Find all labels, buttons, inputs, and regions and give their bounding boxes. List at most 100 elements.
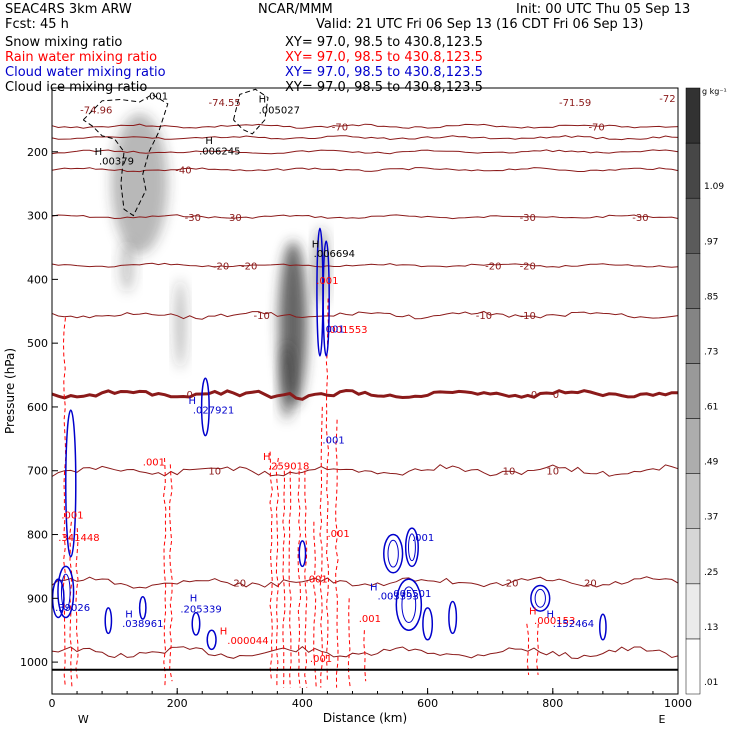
- temp-label-10-1: 10: [503, 467, 516, 478]
- init-label: Init: 00 UTC Thu 05 Sep 13: [516, 2, 691, 17]
- colorbar-bin-10: [685, 87, 701, 144]
- colorbar-bin-2: [685, 528, 701, 585]
- temp-label-0-1: 0: [531, 390, 537, 401]
- x-tick-label-3: 600: [417, 697, 438, 710]
- x-tick-label-2: 400: [292, 697, 313, 710]
- y-tick-label-0: 200: [27, 146, 48, 159]
- x-tick-label-4: 800: [542, 697, 563, 710]
- temp-label--20-0: -20: [213, 261, 229, 272]
- y-tick-label-1: 300: [27, 210, 48, 223]
- cloud-contour-11: [404, 527, 419, 568]
- rain-contour-14: [335, 419, 339, 688]
- field-xy-snow: XY= 97.0, 98.5 to 430.8,123.5: [285, 35, 483, 50]
- rain-contour-17: [526, 623, 530, 675]
- temp-label--70-0: -70: [332, 122, 348, 133]
- labels-black-5: H: [259, 95, 267, 106]
- x-end-label-east: E: [659, 713, 666, 726]
- labels-blue-14: .152464: [553, 619, 594, 630]
- temp-label--30-3: -30: [632, 213, 648, 224]
- labels-blue-5: H: [370, 583, 378, 594]
- colorbar-label-4: .49: [704, 458, 719, 468]
- temp-label--40-0: -40: [175, 166, 191, 177]
- snow-blob-0: [111, 113, 168, 254]
- temp-contour--60: [51, 135, 679, 141]
- labels-black-6: .005027: [259, 106, 300, 117]
- rain-contour-8: [288, 470, 292, 688]
- rain-contour-15: [347, 598, 351, 688]
- labels-black-7: H: [312, 239, 320, 250]
- colorbar-bin-4: [685, 418, 701, 474]
- colorbar-bin-1: [685, 583, 701, 640]
- colorbar-label-9: 1.09: [704, 182, 724, 192]
- org-label: NCAR/MMM: [258, 2, 333, 17]
- cloud-contour-10: [383, 533, 404, 574]
- colorbar-label-5: .61: [704, 403, 718, 413]
- temp-label-10-2: 10: [546, 467, 559, 478]
- labels-black-0: .001: [146, 91, 168, 102]
- cloud-ice-contours: [82, 88, 269, 217]
- y-tick-label-3: 500: [27, 337, 48, 350]
- temp-contour--70: [51, 123, 679, 129]
- labels-red-9: .001553: [326, 325, 367, 336]
- labels-blue-4: .001: [412, 533, 434, 544]
- labels-blue-1: .027921: [193, 405, 234, 416]
- temp-contour--50: [51, 149, 679, 155]
- temp-label--10-0: -10: [254, 311, 270, 322]
- colorbar-label-1: .13: [704, 623, 718, 633]
- field-xy-rain: XY= 97.0, 98.5 to 430.8,123.5: [285, 50, 483, 65]
- temp-contour-10: [51, 464, 679, 477]
- colorbar-label-6: .73: [704, 347, 718, 357]
- temp-extremum-2: -71.59: [559, 98, 591, 109]
- cloud-contour-17: [298, 540, 307, 568]
- x-axis-label: Distance (km): [323, 711, 407, 725]
- cloud-contour-inner-11: [408, 533, 416, 562]
- cloud-contour-5: [206, 629, 217, 651]
- temp-label--20-2: -20: [485, 261, 501, 272]
- colorbar-label-7: .85: [704, 292, 718, 302]
- labels-black-1: H: [95, 147, 103, 158]
- temp-extremum-3: -72: [659, 94, 675, 105]
- temp-contour--30: [51, 214, 679, 220]
- temp-label--10-2: -10: [520, 311, 536, 322]
- colorbar-unit: g kg⁻¹: [702, 87, 727, 96]
- labels-blue-8: .39026: [55, 603, 90, 614]
- temp-contour--40: [51, 167, 679, 173]
- cloud-contour-inner-15: [534, 588, 546, 608]
- temp-label--30-2: -30: [520, 213, 536, 224]
- rain-contour-5: [269, 451, 273, 682]
- y-axis-label: Pressure (hPa): [3, 348, 17, 434]
- temp-label--30-0: -30: [185, 213, 201, 224]
- labels-red-2: .001: [143, 458, 165, 469]
- rain-contour-16: [363, 630, 367, 682]
- temp-contour-0: [51, 388, 679, 401]
- rain-contour-9: [297, 470, 302, 688]
- x-tick-label-5: 1000: [664, 697, 692, 710]
- temp-extremum-0: -74.96: [80, 106, 112, 117]
- labels-black-3: H: [205, 136, 213, 147]
- rain-contour-4: [169, 464, 173, 682]
- colorbar-label-2: .25: [704, 568, 718, 578]
- y-tick-label-6: 800: [27, 529, 48, 542]
- colorbar-bin-7: [685, 253, 701, 309]
- labels-blue-9: H: [125, 609, 133, 620]
- rain-contour-12: [319, 406, 323, 688]
- labels-blue-6: .003393: [378, 592, 419, 603]
- rain-contour-2: [75, 528, 79, 682]
- contour-labels: .001H.00379H.006245H.005027H.006694.001.…: [55, 91, 594, 665]
- y-tick-label-4: 600: [27, 401, 48, 414]
- labels-red-8: .001: [316, 276, 338, 287]
- temp-label--70-1: -70: [588, 122, 604, 133]
- cloud-contour-inner-10: [387, 539, 399, 568]
- ice-contour-0: [82, 93, 169, 217]
- rain-contour-13: [325, 298, 330, 682]
- colorbar-bin-6: [685, 308, 701, 364]
- labels-blue-7: .005501: [390, 589, 431, 600]
- labels-blue-13: H: [547, 609, 555, 620]
- rain-contour-10: [304, 470, 308, 688]
- axes: 0 200 400 600 800 100020030040050060070080090…: [3, 87, 692, 726]
- rain-contour-18: [536, 623, 539, 675]
- cloud-contour-0: [65, 409, 77, 558]
- labels-black-8: .006694: [314, 249, 355, 260]
- rain-contour-3: [163, 457, 167, 688]
